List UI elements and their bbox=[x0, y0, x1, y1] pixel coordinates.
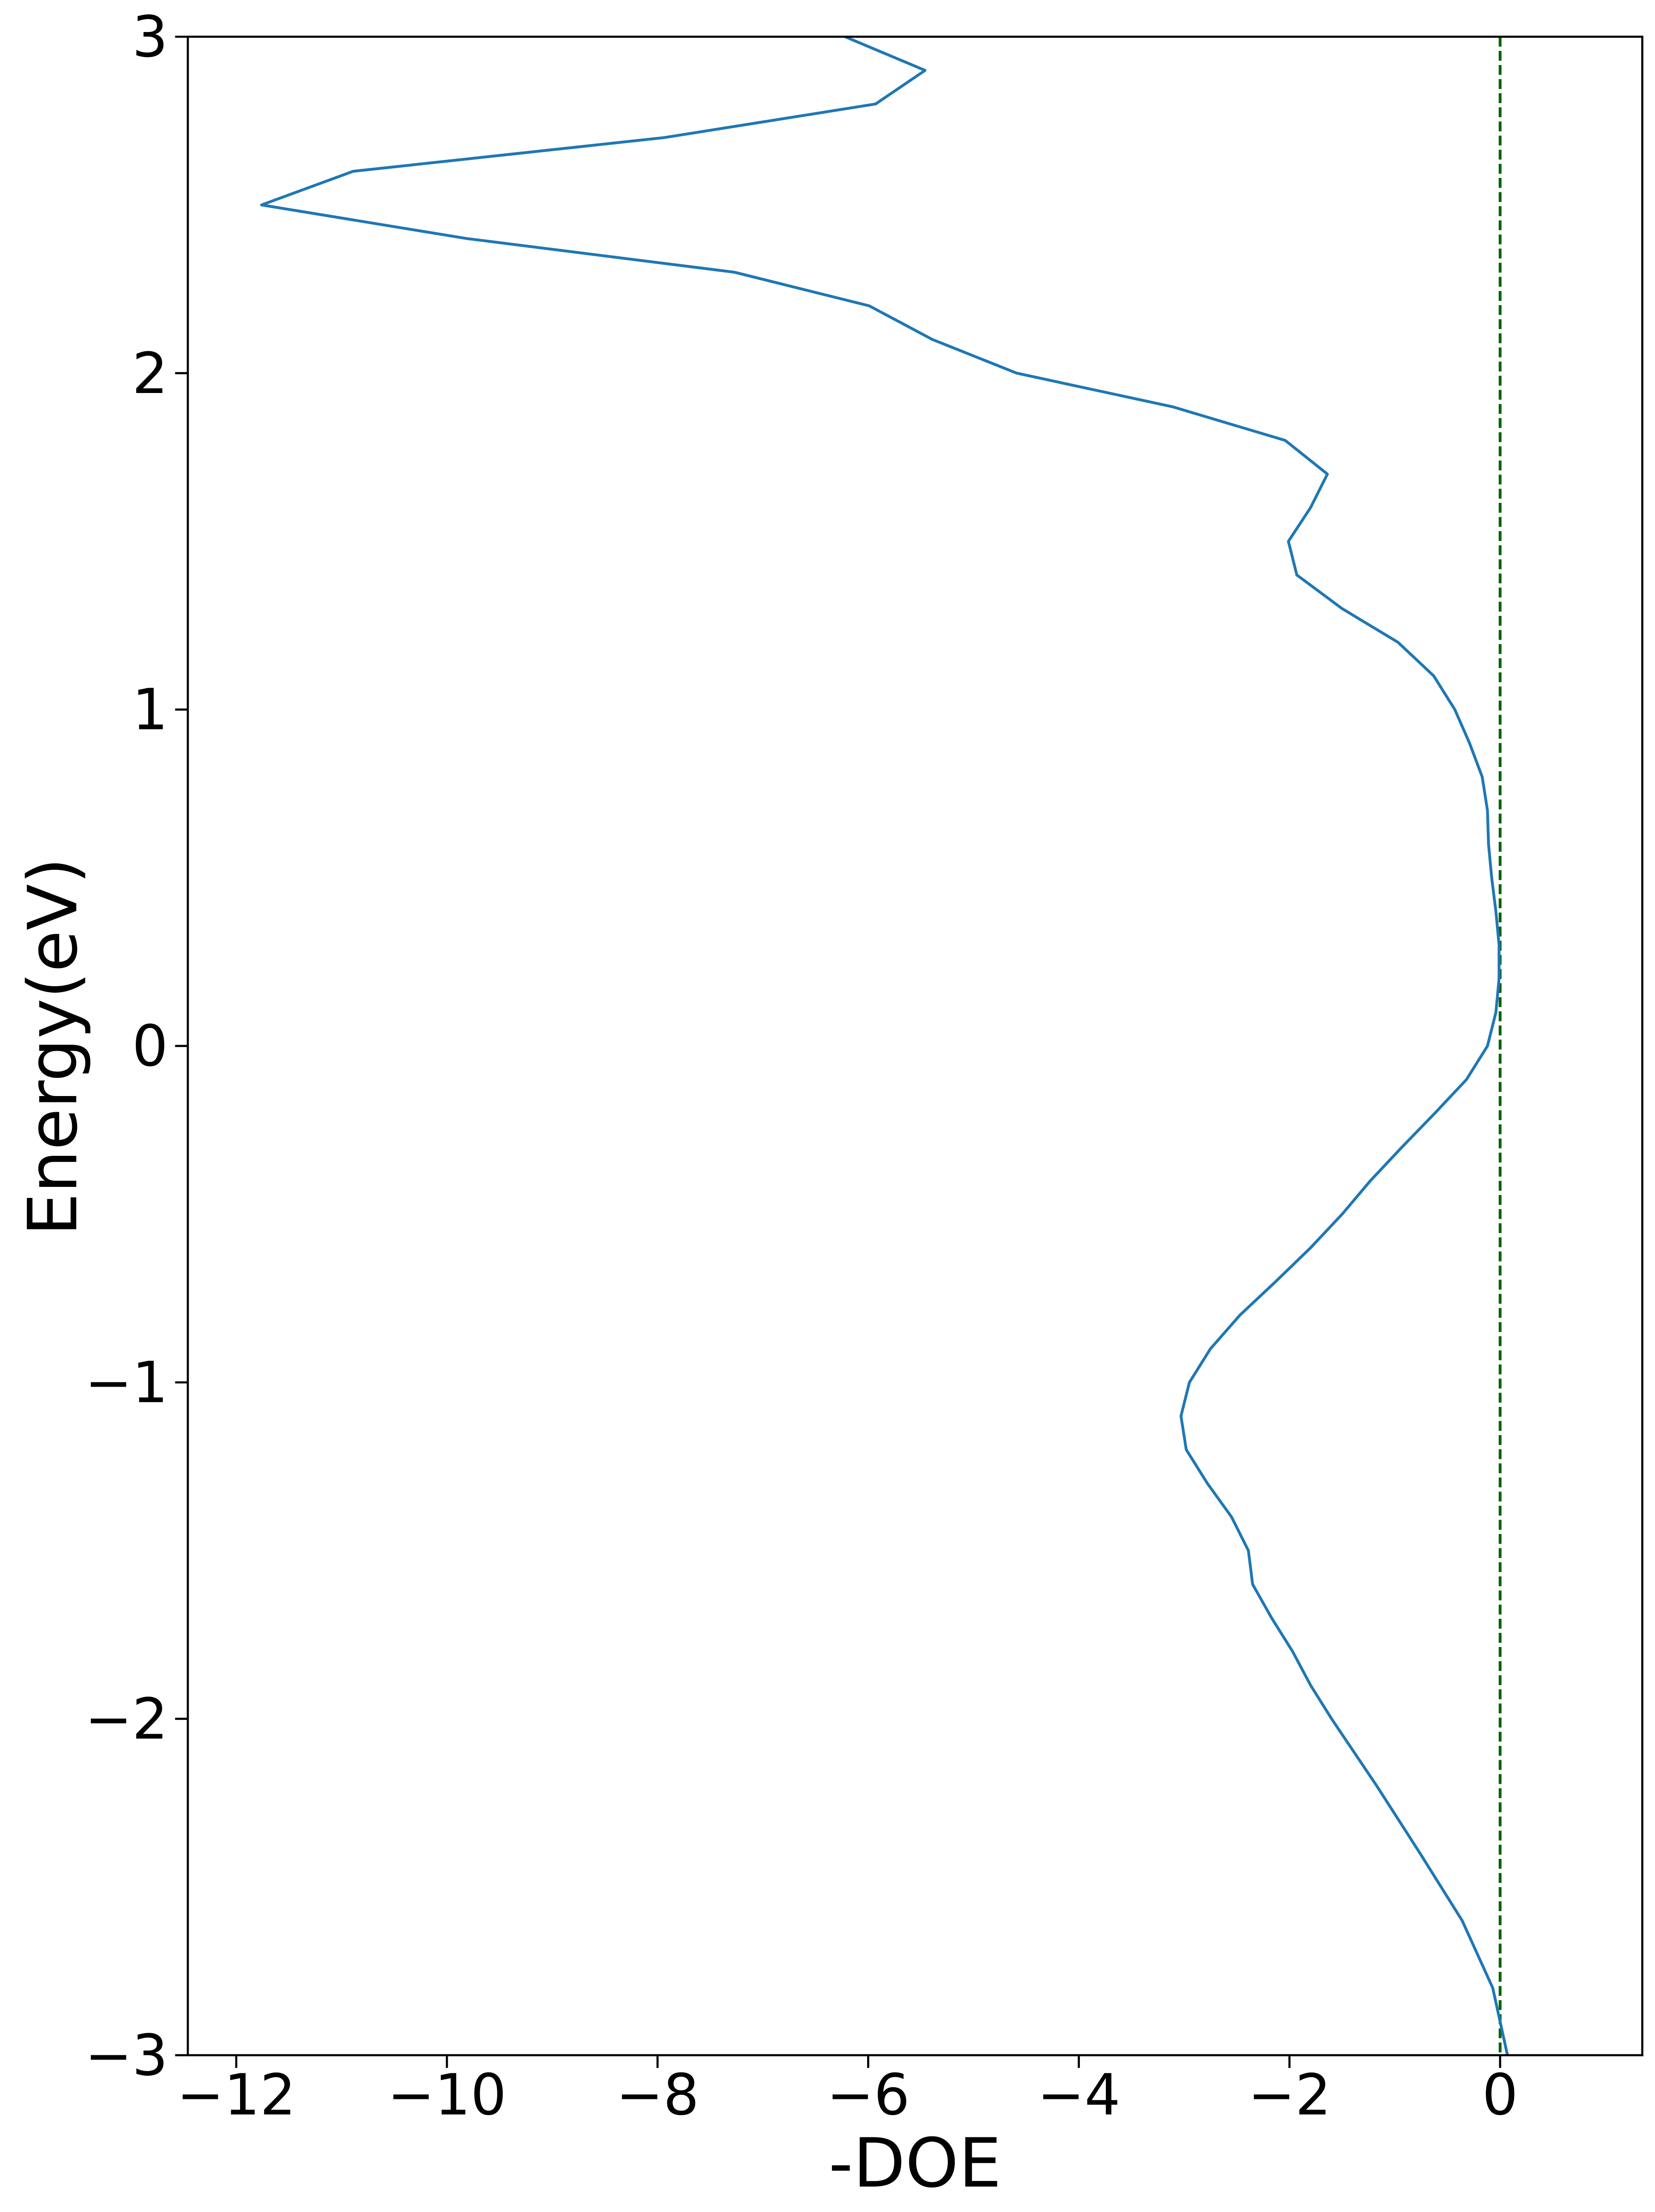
x-axis-label: -DOE bbox=[829, 2124, 1002, 2203]
y-tick-label: −1 bbox=[85, 1350, 168, 1416]
y-tick-label: −3 bbox=[85, 2022, 168, 2088]
y-tick-label: 2 bbox=[132, 341, 168, 406]
data-line bbox=[260, 35, 1509, 2056]
x-tick-label: 0 bbox=[1482, 2062, 1518, 2128]
y-tick-label: −2 bbox=[85, 1686, 168, 1752]
x-tick-label: −12 bbox=[177, 2062, 296, 2128]
y-tick-label: 3 bbox=[132, 4, 168, 70]
x-tick-label: −8 bbox=[616, 2062, 699, 2128]
plot-frame bbox=[186, 35, 1643, 2056]
x-tick-label: −6 bbox=[826, 2062, 910, 2128]
y-tick-label: 0 bbox=[132, 1014, 168, 1079]
y-tick-label: 1 bbox=[132, 677, 168, 743]
x-tick-label: −4 bbox=[1037, 2062, 1121, 2128]
x-tick-label: −10 bbox=[387, 2062, 507, 2128]
y-axis-label: Energy(eV) bbox=[14, 857, 93, 1236]
x-tick-label: −2 bbox=[1248, 2062, 1331, 2128]
